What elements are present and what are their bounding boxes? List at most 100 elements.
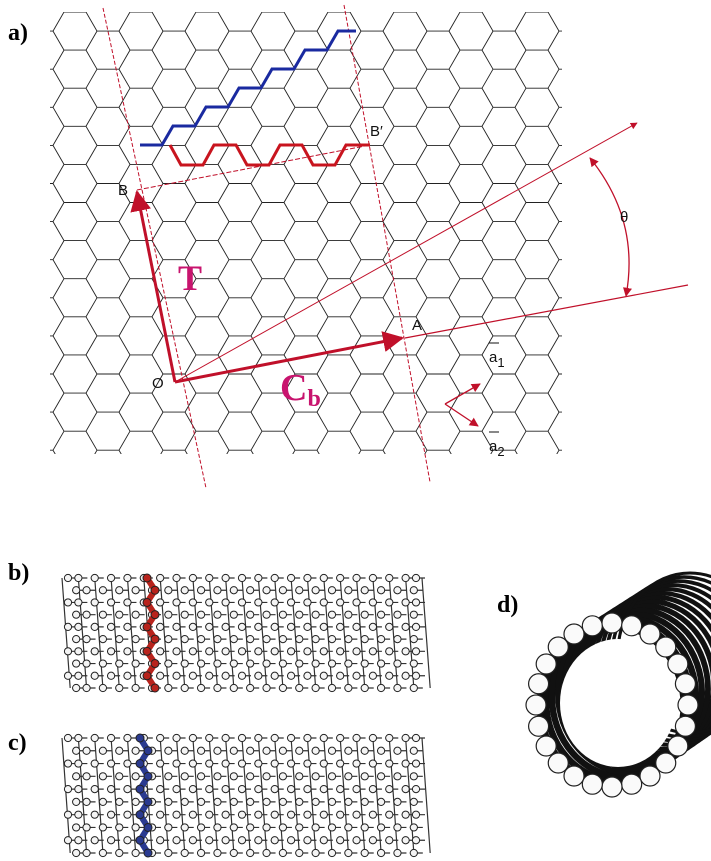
atom [361,684,368,691]
atom [622,616,642,636]
atom [410,849,417,856]
atom [75,648,82,655]
atom [247,611,254,618]
atom [75,574,82,581]
atom [287,837,294,844]
atom [402,599,409,606]
atom [386,574,393,581]
atom [328,660,335,667]
atom [230,636,237,643]
atom [181,824,188,831]
atom [143,623,151,631]
panel-label: c) [8,730,27,756]
atom [181,636,188,643]
construction-lines [103,5,688,488]
atom [206,786,213,793]
atom [99,773,106,780]
atom [255,811,262,818]
point-label: B [118,182,128,199]
atom [73,849,80,856]
atom [173,623,180,630]
atom [345,587,352,594]
atom [107,760,114,767]
atom [668,654,688,674]
atom [353,672,360,679]
atom [238,648,245,655]
atom [132,636,139,643]
atom [369,574,376,581]
atom [91,811,98,818]
atom [206,811,213,818]
atom [369,837,376,844]
vector-symbol: C [280,367,307,409]
atom [328,587,335,594]
atom [337,760,344,767]
atom [263,773,270,780]
atom [412,672,419,679]
atom [361,824,368,831]
atom [337,599,344,606]
atom [279,849,286,856]
atom [75,786,82,793]
atom [189,811,196,818]
atom [412,623,419,630]
atom [157,623,164,630]
atom [189,672,196,679]
atom [312,747,319,754]
atom [206,837,213,844]
atom [73,587,80,594]
atom [197,747,204,754]
atom [279,773,286,780]
atom [312,773,319,780]
atom [99,747,106,754]
atom [287,599,294,606]
atom [312,611,319,618]
atom [394,611,401,618]
atom [64,811,71,818]
atom [116,684,123,691]
atom [107,599,114,606]
atom [320,760,327,767]
atom [345,684,352,691]
atom [214,798,221,805]
atom [75,837,82,844]
atom [197,824,204,831]
atom [263,798,270,805]
atom [263,660,270,667]
atom [157,648,164,655]
atom [230,773,237,780]
atom [206,672,213,679]
atom [353,786,360,793]
atom [369,648,376,655]
atom [197,587,204,594]
atom [144,849,152,857]
atom [157,672,164,679]
atom [369,623,376,630]
atom [312,684,319,691]
atom [99,684,106,691]
atom [151,684,159,692]
atom [377,747,384,754]
atom [247,587,254,594]
atom [157,786,164,793]
atom [548,637,568,657]
atom [410,798,417,805]
atom [279,587,286,594]
atom [271,574,278,581]
atom [75,599,82,606]
atom [83,747,90,754]
atom [386,811,393,818]
atom [75,734,82,741]
atom [165,849,172,856]
atom [361,773,368,780]
lattice-path [0,0,625,507]
atom [107,734,114,741]
atom [296,636,303,643]
atom [296,849,303,856]
atom [116,636,123,643]
atom [64,623,71,630]
atom [75,811,82,818]
atom [222,734,229,741]
atom [136,734,144,742]
atom [222,672,229,679]
